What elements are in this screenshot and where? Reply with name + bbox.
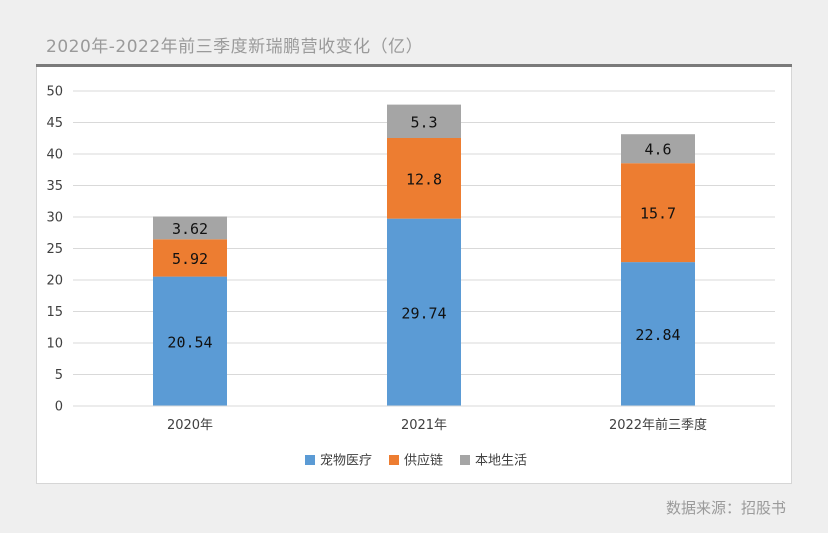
y-tick-label: 50 <box>46 85 63 100</box>
x-axis-ticks: 2020年 2021年 2022年前三季度 <box>167 417 707 433</box>
legend-swatch <box>305 455 315 465</box>
y-tick-label: 20 <box>46 274 63 289</box>
chart-panel: 0 5 10 15 20 25 30 35 40 45 50 20.54 5.92 3.62 29.74 1… <box>36 67 792 484</box>
y-tick-label: 45 <box>46 116 63 131</box>
bar-segment <box>621 134 695 164</box>
x-tick-label: 2022年前三季度 <box>609 417 707 433</box>
data-labels: 20.54 5.92 3.62 29.74 12.8 5.3 22.84 15.7 4.6 <box>167 113 680 351</box>
legend-label: 宠物医疗 <box>320 453 372 469</box>
stacked-bar-chart: 0 5 10 15 20 25 30 35 40 45 50 20.54 5.92 3.62 29.74 1… <box>46 85 775 469</box>
data-label: 4.6 <box>644 141 671 159</box>
legend: 宠物医疗 供应链 本地生活 <box>305 453 527 469</box>
bar-segment <box>621 262 695 406</box>
y-axis-ticks: 0 5 10 15 20 25 30 35 40 45 50 <box>46 85 63 415</box>
bar-segment <box>387 137 461 219</box>
legend-swatch <box>460 455 470 465</box>
data-label: 3.62 <box>172 220 208 238</box>
data-label: 29.74 <box>401 304 446 322</box>
bars <box>153 104 695 406</box>
data-label: 15.7 <box>640 205 676 223</box>
y-tick-label: 0 <box>55 400 63 415</box>
x-tick-label: 2020年 <box>167 418 213 433</box>
y-tick-label: 15 <box>46 305 63 320</box>
bar-segment <box>387 104 461 138</box>
bar-segment <box>153 216 227 240</box>
source-note: 数据来源：招股书 <box>665 499 786 517</box>
bar-segment <box>153 239 227 277</box>
y-tick-label: 10 <box>46 337 63 352</box>
legend-label: 供应链 <box>404 453 443 469</box>
data-label: 12.8 <box>406 170 442 188</box>
y-tick-label: 35 <box>46 179 63 194</box>
y-tick-label: 25 <box>46 242 63 257</box>
legend-label: 本地生活 <box>475 454 527 469</box>
title-divider <box>36 64 792 67</box>
page-title: 2020年-2022年前三季度新瑞鹏营收变化（亿） <box>46 37 424 57</box>
y-tick-label: 40 <box>46 148 63 163</box>
data-label: 5.92 <box>172 250 208 268</box>
bar-segment <box>621 163 695 263</box>
y-tick-label: 30 <box>46 211 63 226</box>
x-tick-label: 2021年 <box>401 418 447 433</box>
legend-swatch <box>389 455 399 465</box>
data-label: 5.3 <box>410 113 437 131</box>
data-label: 20.54 <box>167 333 212 351</box>
bar-segment <box>387 218 461 406</box>
data-label: 22.84 <box>635 326 680 344</box>
bar-segment <box>153 276 227 406</box>
y-tick-label: 5 <box>55 368 63 383</box>
